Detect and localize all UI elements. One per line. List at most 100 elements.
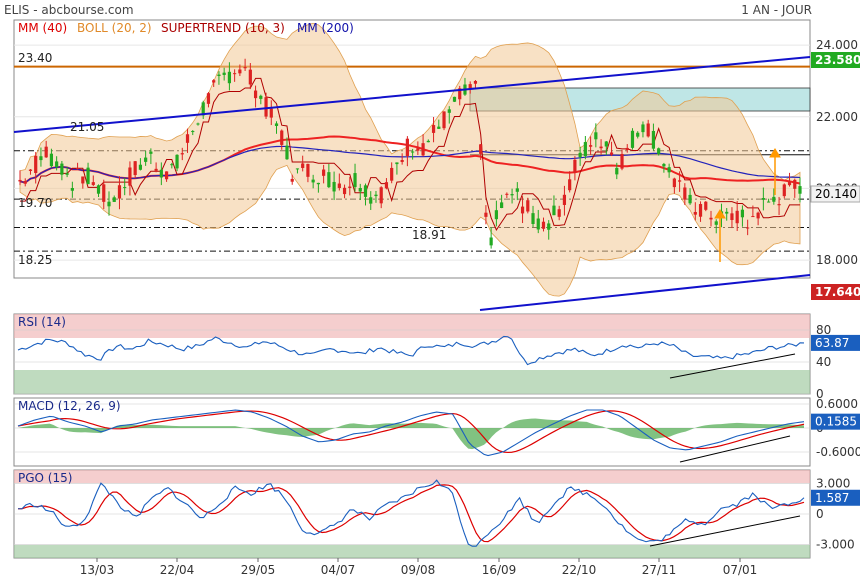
candle-body bbox=[23, 180, 27, 184]
lower-trendline bbox=[479, 274, 811, 311]
x-tick-label: 16/09 bbox=[482, 563, 517, 577]
candle-body bbox=[557, 209, 561, 217]
candle-body bbox=[290, 178, 294, 182]
candle-body bbox=[777, 204, 781, 206]
candle-body bbox=[379, 187, 383, 204]
rsi-ytick: 80 bbox=[816, 323, 831, 337]
candle-body bbox=[751, 216, 755, 218]
macd-ytick: -0.6000 bbox=[816, 445, 860, 459]
candle-body bbox=[583, 142, 587, 157]
price-tag-bottom: 17.640 bbox=[811, 284, 860, 300]
candle-body bbox=[316, 182, 320, 185]
candle-body bbox=[206, 93, 211, 104]
candle-body bbox=[489, 237, 493, 246]
candle-body bbox=[201, 102, 205, 116]
candle-body bbox=[49, 153, 54, 167]
candle-body bbox=[34, 155, 38, 173]
macd-last-tag bbox=[811, 413, 860, 430]
candle-body bbox=[730, 213, 734, 220]
candle-body bbox=[60, 163, 64, 175]
candle-body bbox=[620, 153, 624, 169]
candle-body bbox=[196, 123, 200, 125]
candle-body bbox=[280, 130, 284, 145]
level-label-r4: 18.91 bbox=[412, 228, 446, 242]
candle-body bbox=[233, 73, 237, 75]
candle-body bbox=[756, 212, 760, 219]
macd-histogram bbox=[18, 418, 804, 450]
x-tick-label: 13/03 bbox=[80, 563, 115, 577]
rsi-zone bbox=[14, 314, 810, 338]
candle-body bbox=[541, 221, 546, 229]
candle-body bbox=[452, 96, 457, 102]
macd-ytick: 0.6000 bbox=[816, 397, 858, 411]
candle-body bbox=[363, 185, 368, 197]
candle-body bbox=[81, 176, 85, 184]
price-ytick: 22.000 bbox=[816, 110, 858, 124]
candle-body bbox=[573, 159, 577, 173]
candle-body bbox=[526, 200, 530, 212]
legend-boll: BOLL (20, 2) bbox=[77, 21, 152, 35]
candle-body bbox=[698, 204, 703, 217]
candle-body bbox=[562, 194, 567, 205]
candle-body bbox=[243, 67, 247, 69]
macd-line bbox=[17, 409, 805, 457]
candle-body bbox=[787, 181, 792, 186]
candle-body bbox=[662, 163, 666, 167]
bollinger-band bbox=[19, 22, 801, 297]
candle-body bbox=[568, 179, 572, 191]
candle-body bbox=[615, 167, 619, 175]
candle-body bbox=[625, 147, 629, 151]
candle-body bbox=[123, 187, 127, 189]
candle-body bbox=[657, 148, 661, 154]
candle-body bbox=[484, 212, 488, 217]
candle-body bbox=[342, 187, 347, 195]
legend-supertrend: SUPERTREND (10, 3) bbox=[161, 21, 285, 35]
candle-body bbox=[746, 227, 750, 229]
candle-body bbox=[395, 162, 399, 165]
candle-body bbox=[704, 201, 708, 210]
supertrend-line bbox=[20, 77, 800, 231]
candle-body bbox=[348, 186, 352, 188]
candle-body bbox=[18, 179, 22, 182]
candle-body bbox=[285, 145, 289, 160]
candle-body bbox=[212, 80, 216, 83]
pgo-zone bbox=[14, 544, 810, 558]
candle-body bbox=[479, 144, 483, 154]
candle-body bbox=[133, 161, 137, 176]
candle-body bbox=[102, 184, 106, 202]
candle-body bbox=[437, 126, 441, 129]
candle-body bbox=[426, 140, 430, 143]
candle-body bbox=[253, 90, 258, 99]
candle-body bbox=[44, 146, 48, 158]
candle-body bbox=[609, 152, 614, 155]
candle-body bbox=[269, 108, 273, 118]
up-arrow bbox=[714, 148, 781, 262]
candle-body bbox=[65, 173, 69, 175]
candle-body bbox=[91, 182, 95, 185]
candle-body bbox=[144, 157, 148, 162]
upper-trendline bbox=[13, 56, 811, 133]
candle-body bbox=[75, 168, 80, 170]
rsi-line bbox=[17, 335, 805, 366]
price-tag-top: 23.580 bbox=[811, 52, 860, 68]
rsi-ytick: 0 bbox=[816, 387, 824, 401]
svg-text:17.640: 17.640 bbox=[815, 285, 860, 299]
candle-body bbox=[667, 167, 671, 173]
candle-body bbox=[683, 187, 687, 200]
candle-body bbox=[70, 188, 74, 191]
candle-body bbox=[149, 151, 153, 154]
mm200-line bbox=[19, 145, 801, 184]
candle-body bbox=[589, 145, 593, 147]
candle-body bbox=[222, 72, 226, 75]
candle-body bbox=[170, 164, 174, 166]
pgo-ytick: -3.000 bbox=[816, 538, 855, 552]
candle-body bbox=[400, 160, 404, 162]
candle-body bbox=[274, 123, 279, 126]
candle-body bbox=[515, 188, 519, 192]
candle-body bbox=[327, 172, 331, 188]
candle-body bbox=[306, 163, 310, 177]
candle-body bbox=[510, 194, 514, 196]
pgo-last-tag bbox=[811, 489, 860, 506]
period-label: 1 AN - JOUR bbox=[741, 3, 812, 17]
candle-body bbox=[473, 80, 478, 84]
